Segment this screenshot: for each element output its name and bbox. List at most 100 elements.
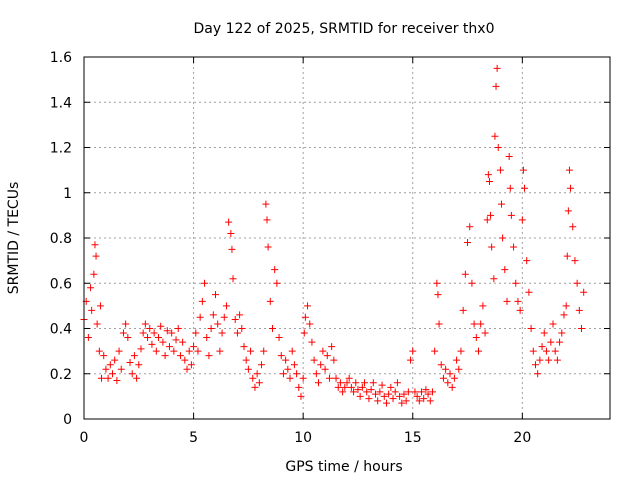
data-point — [529, 347, 537, 355]
data-point — [315, 379, 323, 387]
data-point — [249, 374, 257, 382]
data-point — [108, 370, 116, 378]
y-tick-label: 0.6 — [50, 276, 72, 292]
data-point — [459, 306, 467, 314]
data-point — [124, 334, 132, 342]
data-point — [317, 361, 325, 369]
data-point — [464, 239, 472, 247]
data-point — [378, 381, 386, 389]
data-point — [496, 166, 504, 174]
chart-title: Day 122 of 2025, SRMTID for receiver thx… — [194, 21, 495, 37]
data-point — [299, 374, 307, 382]
data-point — [493, 64, 501, 72]
data-point — [297, 392, 305, 400]
data-point — [501, 266, 509, 274]
data-point — [227, 229, 235, 237]
data-point — [363, 388, 371, 396]
data-point — [93, 320, 101, 328]
data-point — [534, 370, 542, 378]
data-point — [475, 347, 482, 355]
data-point — [310, 356, 318, 364]
data-point — [262, 200, 270, 208]
data-point — [205, 352, 213, 360]
data-point — [369, 379, 377, 387]
data-point — [104, 374, 112, 382]
data-point — [288, 347, 296, 355]
y-tick-label: 1.6 — [50, 50, 72, 66]
grid — [84, 57, 610, 419]
data-point — [556, 338, 564, 346]
data-point — [214, 320, 222, 328]
x-axis-ticks: 0 5 10 15 20 — [80, 57, 531, 446]
data-point — [564, 207, 572, 215]
data-point — [391, 388, 399, 396]
y-axis-title: SRMTID / TECUs — [6, 182, 22, 295]
data-point — [183, 365, 191, 373]
data-point — [450, 374, 458, 382]
data-point — [466, 223, 474, 231]
data-point — [484, 171, 492, 179]
data-point — [238, 325, 246, 332]
data-point — [321, 365, 329, 373]
data-point — [304, 302, 312, 310]
data-point — [323, 352, 331, 360]
data-point — [144, 334, 152, 342]
data-point — [433, 279, 441, 287]
data-point — [510, 243, 518, 251]
data-point — [560, 311, 568, 319]
data-point — [455, 365, 463, 373]
data-point — [212, 291, 219, 299]
data-point — [400, 390, 408, 398]
data-point — [371, 390, 379, 398]
x-axis-title: GPS time / hours — [285, 459, 402, 475]
data-points — [80, 64, 588, 407]
data-point — [435, 320, 443, 328]
data-point — [161, 352, 169, 360]
data-point — [426, 397, 434, 405]
data-point — [352, 379, 360, 387]
data-point — [282, 356, 290, 364]
data-point — [203, 334, 211, 342]
data-point — [396, 392, 404, 400]
data-point — [128, 370, 136, 378]
data-point — [490, 275, 498, 283]
data-point — [536, 356, 544, 364]
data-point — [253, 370, 261, 378]
data-point — [133, 374, 141, 382]
data-point — [218, 329, 226, 337]
data-point — [220, 313, 228, 321]
data-point — [488, 243, 496, 251]
data-point — [453, 356, 461, 364]
data-point — [207, 325, 215, 332]
data-point — [485, 177, 493, 185]
data-point — [518, 216, 526, 224]
data-point — [192, 329, 200, 337]
data-point — [439, 374, 447, 382]
data-point — [334, 383, 342, 391]
data-point — [157, 322, 165, 330]
data-point — [139, 329, 147, 337]
data-point — [229, 275, 237, 283]
data-point — [84, 334, 92, 342]
data-point — [266, 297, 274, 305]
data-point — [90, 270, 98, 278]
data-point — [503, 297, 511, 305]
data-point — [479, 302, 487, 310]
data-point — [523, 257, 531, 265]
data-point — [247, 347, 255, 355]
data-point — [409, 347, 417, 355]
data-point — [122, 320, 130, 328]
data-point — [168, 329, 176, 337]
data-point — [437, 361, 445, 369]
data-point — [448, 383, 456, 391]
data-point — [174, 325, 182, 332]
data-point — [461, 270, 469, 278]
data-point — [135, 361, 143, 369]
data-point — [477, 320, 485, 328]
data-point — [216, 347, 224, 355]
data-point — [264, 243, 272, 251]
data-point — [106, 361, 114, 369]
data-point — [240, 343, 248, 351]
data-point — [306, 320, 314, 328]
data-point — [293, 370, 301, 378]
